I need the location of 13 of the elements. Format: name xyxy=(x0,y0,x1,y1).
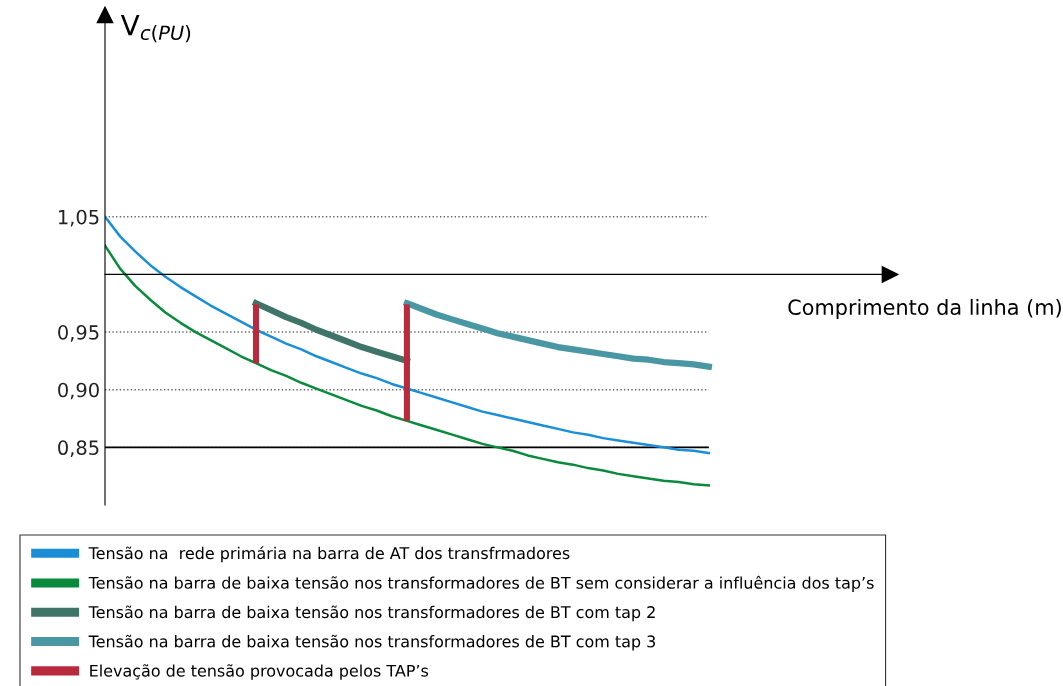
x-axis-title: Comprimento da linha (m) xyxy=(788,298,1061,320)
legend-label: Tensão na rede primária na barra de AT dos transfrmadores xyxy=(88,546,570,563)
legend-label: Tensão na barra de baixa tensão nos transformadores de BT sem considerar a influência dos tap’s xyxy=(88,575,874,592)
legend-label: Elevação de tensão provocada pelos TAP’s xyxy=(90,664,429,680)
line-series xyxy=(105,244,711,487)
y-tick-label: 0,95 xyxy=(58,325,99,342)
y-tick-label: 1,05 xyxy=(58,209,99,227)
y-axis-title: V$_{c(PU)}$ xyxy=(120,15,191,43)
y-tick-label: 0,85 xyxy=(58,440,99,457)
legend-label: Tensão na barra de baixa tensão nos transformadores de BT com tap 2 xyxy=(88,605,655,622)
legend-label: Tensão na barra de baixa tensão nos transformadores de BT com tap 3 xyxy=(88,634,656,651)
y-tick-label: 0,90 xyxy=(58,382,99,400)
line-series xyxy=(105,215,711,455)
